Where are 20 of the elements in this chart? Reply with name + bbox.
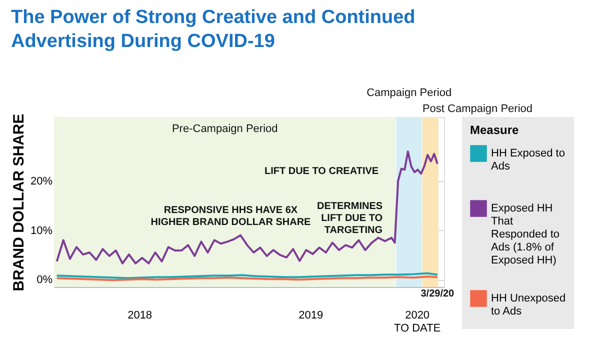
y-tick-label: 0% <box>36 274 53 286</box>
y-tick-label: 10% <box>30 224 53 237</box>
chart-title: The Power of Strong Creative and Continued Advertising During COVID-19 <box>10 7 416 52</box>
x-tick-label: 2018 <box>128 310 152 322</box>
legend-title: Measure <box>470 123 520 137</box>
band-label: Post Campaign Period <box>422 103 532 115</box>
annotation: LIFT DUE TO CREATIVE <box>264 166 379 178</box>
band-label: Pre-Campaign Period <box>172 123 278 135</box>
band-label: Campaign Period <box>366 87 452 99</box>
legend-label: Exposed HH That Responded to Ads (1.8% of Exposed HH) <box>491 202 560 266</box>
y-tick-label: 20% <box>30 176 53 188</box>
legend-label: HH Unexposed to Ads <box>491 292 566 318</box>
x-tick-label: 2019 <box>298 310 324 322</box>
annotation: DETERMINES LIFT DUE TO TARGETING <box>317 201 383 236</box>
line-series <box>56 150 438 264</box>
x-tick-label: 2020 TO DATE <box>394 310 441 334</box>
y-axis-title: BRAND DOLLAR SHARE <box>10 114 28 292</box>
annotation: 3/29/20 <box>420 288 455 300</box>
legend-label: HH Exposed to Ads <box>491 148 565 172</box>
annotation: RESPONSIVE HHS HAVE 6X HIGHER BRAND DOLLAR SHARE <box>150 205 312 228</box>
